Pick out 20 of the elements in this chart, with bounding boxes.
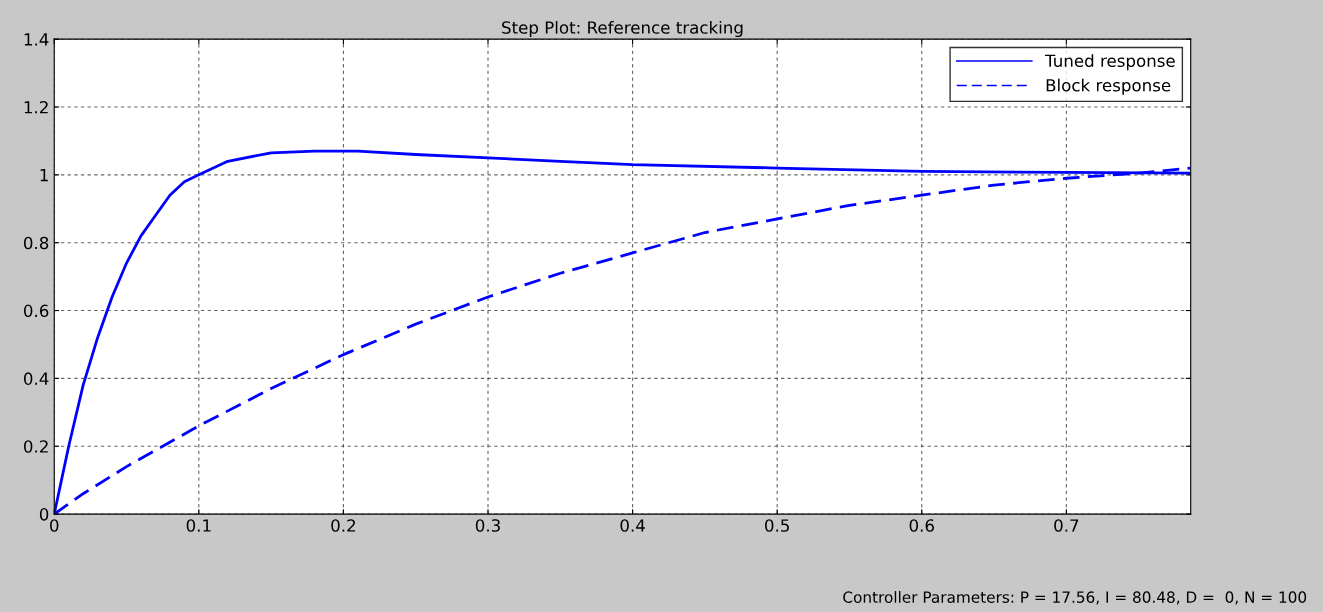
- x-tick-label: 0.5: [765, 519, 789, 532]
- x-tick-label: 0.6: [909, 519, 934, 532]
- y-tick-label: 1.4: [24, 33, 49, 46]
- chart-title: Step Plot: Reference tracking: [502, 20, 743, 38]
- x-tick-label: 0.4: [620, 519, 645, 532]
- x-tick-label: 0.1: [186, 519, 211, 532]
- x-tick-label: 0.7: [1054, 519, 1079, 532]
- x-tick-label: 0.3: [475, 519, 500, 532]
- x-tick-label: 0: [50, 519, 59, 532]
- y-tick-label: 0.6: [23, 304, 49, 318]
- y-tick-label: 0.8: [23, 236, 49, 250]
- x-tick-label: 0.2: [331, 519, 355, 532]
- y-tick-label: 0.2: [23, 440, 48, 453]
- y-tick-label: 0: [39, 508, 49, 521]
- legend-label: Tuned response: [1045, 54, 1175, 71]
- y-tick-label: 1: [40, 169, 48, 182]
- legend-label: Block response: [1046, 78, 1171, 95]
- y-tick-label: 1.2: [24, 100, 48, 114]
- y-tick-label: 0.4: [23, 372, 49, 385]
- text: Controller Parameters: P = 17.56, I = 80.48, D = 0, N = 100: [843, 591, 1307, 605]
